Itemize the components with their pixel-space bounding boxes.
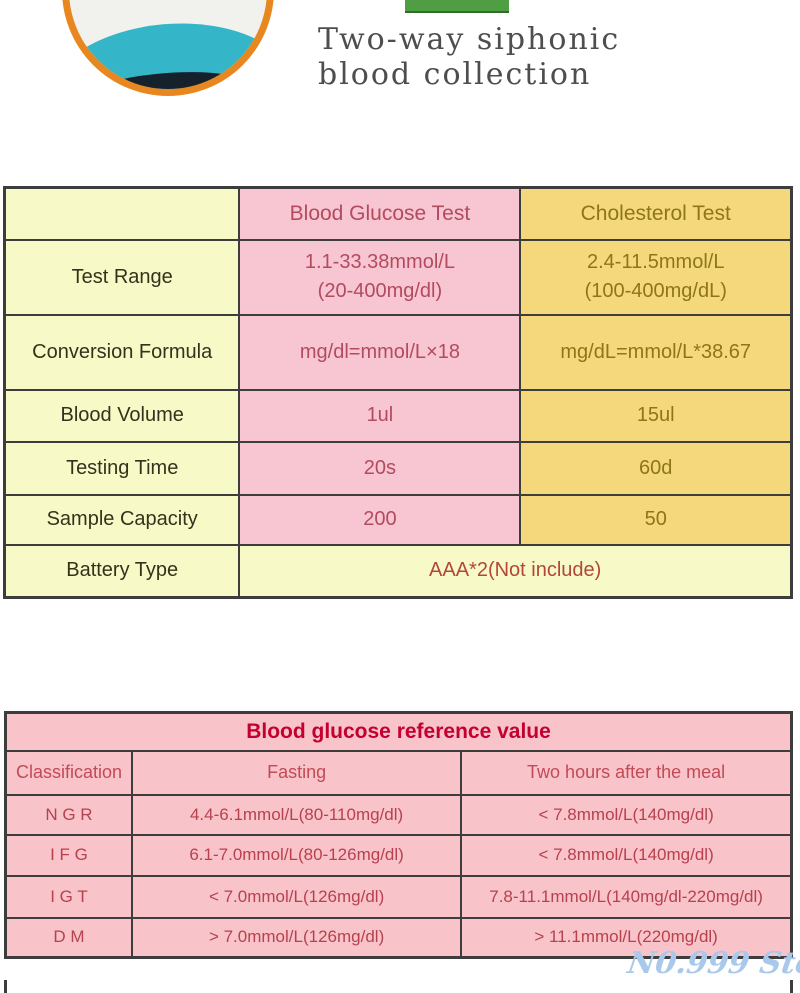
spec-header-glucose: Blood Glucose Test	[238, 186, 522, 241]
ref-after-meal: < 7.8mmol/L(140mg/dl)	[460, 833, 793, 877]
spec-value-glucose: 200	[238, 493, 522, 546]
ref-after-meal: > 11.1mmol/L(220mg/dl)	[460, 916, 793, 959]
value-line: (20-400mg/dl)	[317, 280, 443, 302]
ref-title-row: Blood glucose reference value	[4, 711, 793, 752]
spec-value-cholesterol: 15ul	[519, 388, 793, 443]
ref-header-after-meal: Two hours after the meal	[460, 749, 793, 796]
hero-section: Two-way siphonic blood collection	[0, 0, 800, 180]
reference-table: Blood glucose reference value Classifica…	[4, 711, 793, 959]
ref-classification: D M	[4, 916, 133, 959]
spec-header-cholesterol: Cholesterol Test	[519, 186, 793, 241]
spec-row-blood-volume: Blood Volume 1ul 15ul	[3, 388, 793, 443]
hero-title: Two-way siphonic blood collection	[318, 22, 620, 92]
ref-row-ifg: I F G 6.1-7.0mmol/L(80-126mg/dl) < 7.8mm…	[4, 833, 793, 877]
ref-fasting: 4.4-6.1mmol/L(80-110mg/dl)	[130, 793, 463, 836]
spec-header-empty	[3, 186, 241, 241]
spec-row-test-range: Test Range 1.1-33.38mmol/L (20-400mg/dl)…	[3, 238, 793, 316]
value-line: 1.1-33.38mmol/L	[304, 251, 455, 273]
spec-table: Blood Glucose Test Cholesterol Test Test…	[3, 186, 793, 599]
ref-header-row: Classification Fasting Two hours after t…	[4, 749, 793, 796]
value-line: (100-400mg/dL)	[584, 280, 727, 302]
ref-classification: I G T	[4, 874, 133, 919]
spec-label: Sample Capacity	[3, 493, 241, 546]
spec-value-glucose: 20s	[238, 440, 522, 496]
ref-fasting: 6.1-7.0mmol/L(80-126mg/dl)	[130, 833, 463, 877]
blood-collection-photo-circle	[62, 0, 274, 96]
next-table-cutoff	[4, 980, 793, 993]
spec-value-cholesterol: 60d	[519, 440, 793, 496]
spec-row-battery: Battery Type AAA*2(Not include)	[3, 543, 793, 599]
spec-label: Blood Volume	[3, 388, 241, 443]
spec-row-testing-time: Testing Time 20s 60d	[3, 440, 793, 496]
value-line: 2.4-11.5mmol/L	[586, 251, 725, 273]
spec-label: Conversion Formula	[3, 313, 241, 391]
spec-value-glucose: 1ul	[238, 388, 522, 443]
store-watermark: N0.999 Store	[625, 946, 800, 981]
ref-header-fasting: Fasting	[130, 749, 463, 796]
spec-value-cholesterol: mg/dL=mmol/L*38.67	[519, 313, 793, 391]
spec-label: Testing Time	[3, 440, 241, 496]
spec-label: Battery Type	[3, 543, 241, 599]
hero-title-line1: Two-way siphonic	[318, 22, 621, 57]
ref-classification: I F G	[4, 833, 133, 877]
ref-after-meal: 7.8-11.1mmol/L(140mg/dl-220mg/dl)	[460, 874, 793, 919]
ref-after-meal: < 7.8mmol/L(140mg/dl)	[460, 793, 793, 836]
spec-value-battery: AAA*2(Not include)	[238, 543, 793, 599]
spec-row-sample-capacity: Sample Capacity 200 50	[3, 493, 793, 546]
ref-classification: N G R	[4, 793, 133, 836]
spec-value-glucose: mg/dl=mmol/L×18	[238, 313, 522, 391]
device-edge-green-bar	[405, 0, 509, 13]
ref-fasting: < 7.0mmol/L(126mg/dl)	[130, 874, 463, 919]
ref-row-dm: D M > 7.0mmol/L(126mg/dl) > 11.1mmol/L(2…	[4, 916, 793, 959]
spec-header-row: Blood Glucose Test Cholesterol Test	[3, 186, 793, 241]
ref-fasting: > 7.0mmol/L(126mg/dl)	[130, 916, 463, 959]
spec-value-cholesterol: 50	[519, 493, 793, 546]
ref-row-ngr: N G R 4.4-6.1mmol/L(80-110mg/dl) < 7.8mm…	[4, 793, 793, 836]
spec-row-conversion: Conversion Formula mg/dl=mmol/L×18 mg/dL…	[3, 313, 793, 391]
ref-header-classification: Classification	[4, 749, 133, 796]
spec-value-glucose: 1.1-33.38mmol/L (20-400mg/dl)	[238, 238, 522, 316]
spec-value-cholesterol: 2.4-11.5mmol/L (100-400mg/dL)	[519, 238, 793, 316]
ref-row-igt: I G T < 7.0mmol/L(126mg/dl) 7.8-11.1mmol…	[4, 874, 793, 919]
spec-label: Test Range	[3, 238, 241, 316]
ref-table-title: Blood glucose reference value	[4, 711, 793, 752]
hero-title-line2: blood collection	[318, 57, 592, 92]
